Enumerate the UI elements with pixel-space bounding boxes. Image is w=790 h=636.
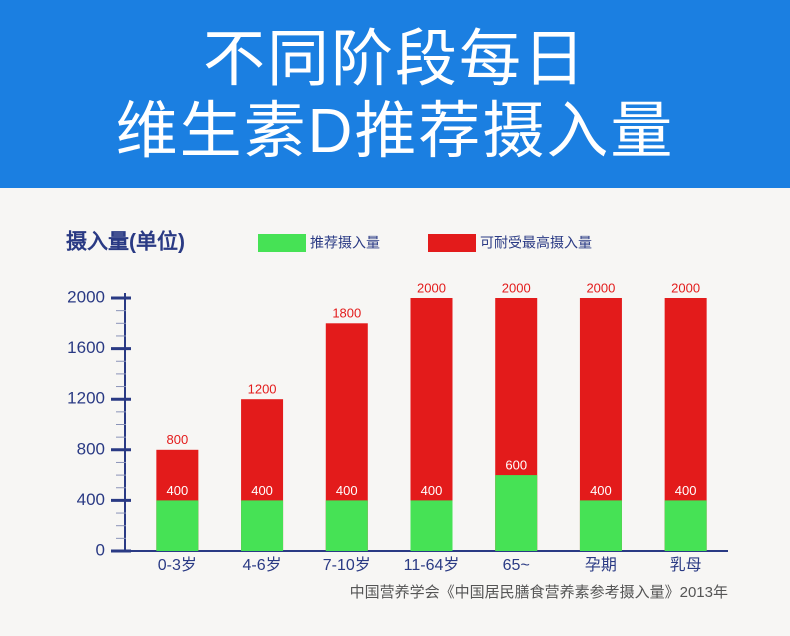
value-label: 1800 bbox=[332, 306, 361, 321]
x-tick-label: 4-6岁 bbox=[243, 556, 282, 574]
x-tick-label: 7-10岁 bbox=[323, 556, 371, 574]
header: 不同阶段每日 维生素D推荐摄入量 bbox=[0, 0, 790, 188]
bar bbox=[241, 500, 284, 551]
bar bbox=[410, 500, 453, 551]
x-tick-label: 65~ bbox=[503, 557, 530, 574]
title-line: 维生素D推荐摄入量 bbox=[115, 97, 675, 166]
y-tick-label: 1600 bbox=[67, 338, 105, 357]
value-label: 2000 bbox=[502, 280, 531, 295]
value-label: 800 bbox=[167, 432, 189, 447]
value-label: 400 bbox=[251, 483, 273, 498]
legend-label: 推荐摄入量 bbox=[310, 235, 380, 251]
value-label: 400 bbox=[167, 483, 189, 498]
y-tick-label: 1200 bbox=[67, 389, 105, 408]
x-tick-label: 0-3岁 bbox=[158, 556, 197, 574]
source: 中国营养学会《中国居民膳食营养素参考摄入量》2013年 bbox=[350, 584, 728, 601]
value-label: 2000 bbox=[671, 280, 700, 295]
y-tick-label: 0 bbox=[96, 540, 105, 559]
value-label: 400 bbox=[675, 483, 697, 498]
x-tick-label: 11-64岁 bbox=[404, 556, 460, 574]
bar bbox=[579, 500, 622, 551]
y-tick-label: 400 bbox=[77, 490, 105, 509]
value-label: 400 bbox=[336, 483, 358, 498]
x-tick-label: 孕期 bbox=[585, 556, 617, 574]
bar bbox=[664, 500, 707, 551]
value-label: 1200 bbox=[248, 382, 277, 397]
value-label: 600 bbox=[505, 458, 527, 473]
y-axis-label: 摄入量(单位) bbox=[66, 230, 185, 254]
y-tick-label: 2000 bbox=[67, 287, 105, 306]
legend-swatch bbox=[428, 234, 476, 252]
value-label: 400 bbox=[421, 483, 443, 498]
bar bbox=[325, 500, 368, 551]
title-line: 不同阶段每日 bbox=[202, 25, 587, 94]
chart: 摄入量(单位) 中国营养学会《中国居民膳食营养素参考摄入量》2013年 推荐摄入… bbox=[66, 230, 728, 601]
legend-label: 可耐受最高摄入量 bbox=[480, 235, 592, 251]
bar bbox=[156, 500, 199, 551]
value-label: 400 bbox=[590, 483, 612, 498]
bar bbox=[495, 475, 538, 551]
value-label: 2000 bbox=[417, 280, 446, 295]
legend-swatch bbox=[258, 234, 306, 252]
x-tick-label: 乳母 bbox=[670, 556, 702, 574]
y-tick-label: 800 bbox=[77, 439, 105, 458]
value-label: 2000 bbox=[586, 280, 615, 295]
